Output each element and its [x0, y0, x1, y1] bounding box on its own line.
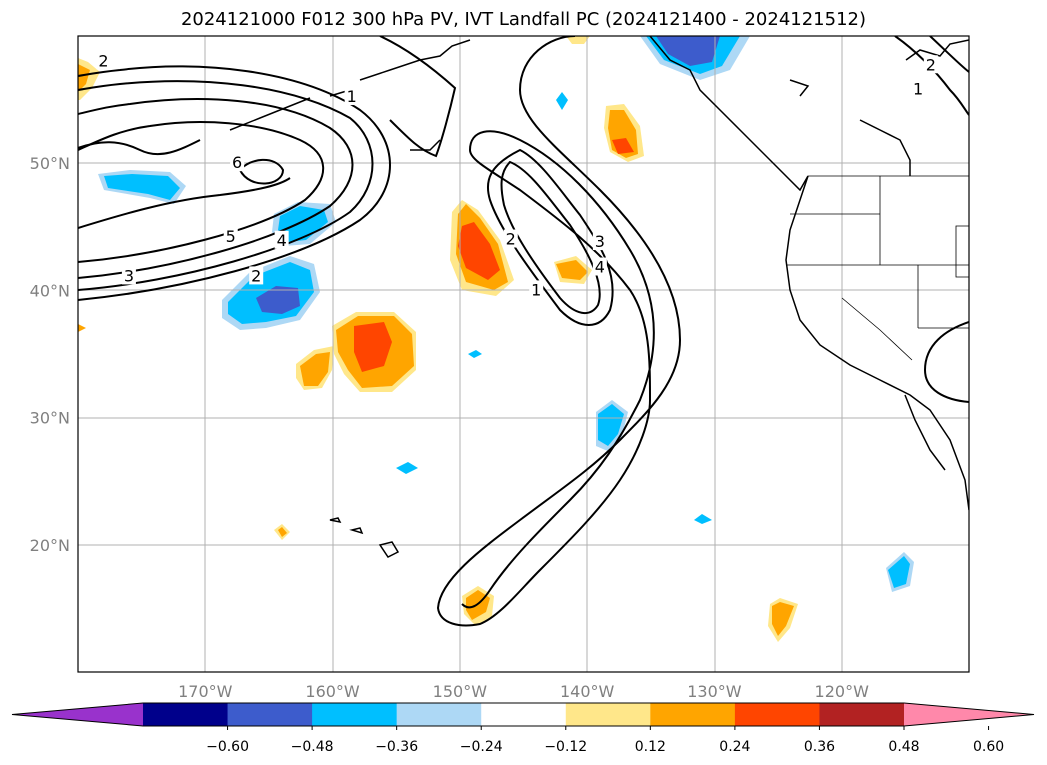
- contour-label-bg: [249, 266, 264, 285]
- colorbar-tick-label: 0.36: [804, 739, 835, 755]
- contour-label: 2: [926, 55, 936, 74]
- negative-anomaly-fills: [98, 36, 914, 592]
- contour-label-bg: [274, 230, 289, 249]
- x-tick-label: 120°W: [815, 682, 870, 701]
- colorbar-segment: [143, 703, 229, 726]
- contour-label-bg: [911, 79, 926, 98]
- contour-label: 3: [124, 266, 134, 285]
- plot-frame: [77, 35, 970, 673]
- x-tick-label: 140°W: [560, 682, 615, 701]
- contour-label: 2: [506, 230, 516, 249]
- chart-title: 2024121000 F012 300 hPa PV, IVT Landfall…: [180, 9, 867, 30]
- contour-label: 1: [531, 280, 541, 299]
- y-tick-label: 30°N: [30, 409, 70, 428]
- contour-label: 3: [595, 232, 605, 251]
- gridlines: [78, 36, 969, 672]
- contour-label: 4: [277, 231, 287, 250]
- colorbar-segment: [565, 703, 651, 726]
- colorbar: [11, 702, 1035, 727]
- contour-label-bg: [230, 153, 245, 172]
- contour-label-bg: [344, 87, 359, 106]
- contour-label-bg: [529, 280, 544, 299]
- x-tick-label: 130°W: [687, 682, 742, 701]
- colorbar-tick-label: 0.48: [888, 739, 919, 755]
- colorbar-segment: [396, 703, 482, 726]
- contour-label-bg: [223, 226, 238, 245]
- contour-label: 4: [595, 258, 605, 277]
- colorbar-segment: [819, 703, 905, 726]
- colorbar-segment: [227, 703, 313, 726]
- colorbar-outline: [11, 702, 1035, 727]
- x-tick-label: 160°W: [305, 682, 360, 701]
- colorbar-tick-label: −0.12: [544, 739, 587, 755]
- contour-label: 6: [232, 153, 242, 172]
- colorbar-extend-high: [904, 703, 1034, 726]
- y-tick-label: 20°N: [30, 536, 70, 555]
- positive-anomaly-fills: [78, 36, 798, 642]
- colorbar-ticks: −0.60 −0.48 −0.36 −0.24 −0.12 0.12 0.24 0.36 0.4…: [206, 726, 1004, 755]
- colorbar-tick-label: −0.24: [460, 739, 503, 755]
- state-boundaries: [786, 175, 969, 361]
- colorbar-segment: [481, 703, 567, 726]
- colorbar-segment: [734, 703, 820, 726]
- colorbar-tick-label: 0.12: [635, 739, 666, 755]
- contour-label: 2: [251, 266, 261, 285]
- contour-label: 2: [98, 51, 108, 70]
- colorbar-tick-label: 0.60: [973, 739, 1004, 755]
- contour-label-bg: [121, 266, 136, 285]
- y-tick-label: 40°N: [30, 281, 70, 300]
- colorbar-tick-label: 0.24: [719, 739, 750, 755]
- colorbar-tick-label: −0.60: [206, 739, 249, 755]
- contour-label: 1: [913, 79, 923, 98]
- contour-label-bg: [96, 51, 111, 70]
- colorbar-tick-label: −0.36: [375, 739, 418, 755]
- contour-label-bg: [592, 257, 607, 276]
- colorbar-segment: [312, 703, 398, 726]
- x-tick-label: 170°W: [178, 682, 233, 701]
- x-axis-labels: 170°W 160°W 150°W 140°W 130°W 120°W: [178, 682, 869, 701]
- colorbar-tick-label: −0.48: [291, 739, 334, 755]
- contour-label-bg: [503, 229, 518, 248]
- x-tick-label: 150°W: [433, 682, 488, 701]
- y-tick-label: 50°N: [30, 154, 70, 173]
- contour-label-bg: [592, 232, 607, 251]
- colorbar-segment: [650, 703, 736, 726]
- pv-contours: [78, 36, 969, 627]
- contour-label-bg: [923, 55, 938, 74]
- y-axis-labels: 20°N 30°N 40°N 50°N: [30, 154, 70, 555]
- contour-label: 5: [226, 227, 236, 246]
- colorbar-extend-low: [12, 703, 143, 726]
- contour-label: 1: [347, 87, 357, 106]
